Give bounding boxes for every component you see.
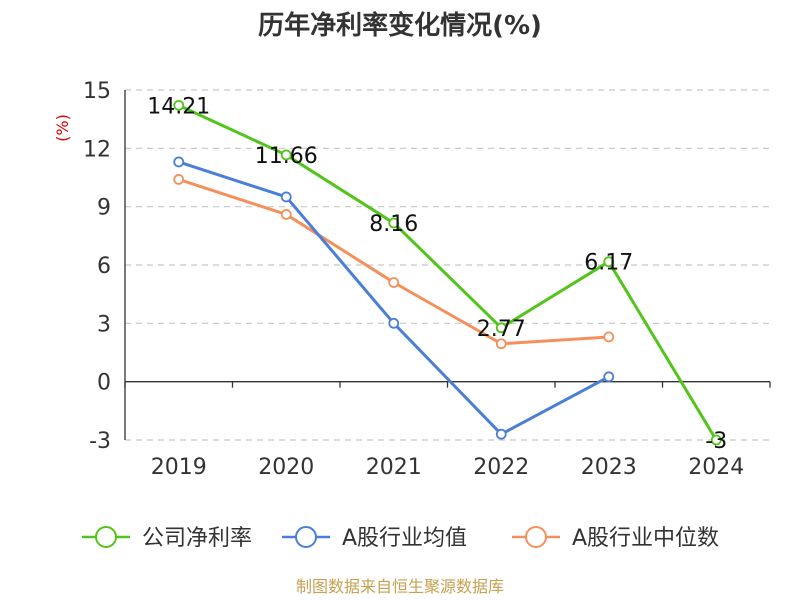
data-point (603, 371, 615, 383)
series-line (178, 103, 718, 441)
x-tick-label: 2021 (366, 455, 422, 480)
y-tick-label: 0 (97, 371, 111, 396)
legend-label: A股行业中位数 (572, 526, 719, 551)
chart-title: 历年净利率变化情况(%) (258, 10, 542, 41)
legend-item: 公司净利率 (82, 526, 252, 551)
data-point (603, 331, 615, 343)
gridlines (125, 89, 770, 441)
data-label: 8.16 (369, 212, 418, 237)
series-layer (173, 99, 722, 446)
data-label: 11.66 (255, 144, 318, 169)
legend-item: A股行业中位数 (512, 526, 719, 551)
series-line (178, 160, 610, 436)
data-source-note: 制图数据来自恒生聚源数据库 (296, 577, 504, 596)
data-point (388, 277, 400, 288)
data-point (173, 99, 185, 111)
x-tick-label: 2024 (688, 455, 744, 480)
data-point (388, 217, 400, 229)
x-tick-label: 2023 (581, 455, 637, 480)
x-tick-label: 2020 (258, 455, 314, 480)
data-label: 6.17 (584, 251, 633, 276)
data-point (495, 338, 507, 350)
data-point (495, 322, 507, 334)
data-point (280, 209, 292, 220)
data-label: -3 (705, 429, 727, 454)
data-point (603, 256, 615, 268)
x-tick-label: 2019 (151, 455, 207, 480)
data-point (173, 156, 185, 168)
axes: 15 12 9 6 3 0 -3 2019 2020 2021 2022 2023 2024 (83, 79, 771, 480)
y-tick-label: 15 (83, 79, 111, 104)
legend-swatch-marker (295, 526, 317, 548)
data-point (173, 174, 185, 185)
data-point (388, 317, 400, 329)
y-axis-unit: (%) (53, 114, 72, 142)
x-tick-label: 2022 (473, 455, 529, 480)
y-tick-label: 6 (97, 254, 111, 279)
legend-label: 公司净利率 (142, 526, 252, 551)
data-label: 14.21 (147, 94, 210, 119)
legend-swatch-marker (95, 526, 117, 548)
y-tick-label: 12 (83, 137, 111, 162)
data-labels: 14.21 11.66 8.16 2.77 6.17 -3 (147, 94, 727, 454)
data-point (280, 149, 292, 161)
y-tick-label: 9 (97, 196, 111, 221)
data-label: 2.77 (477, 317, 526, 342)
legend-label: A股行业均值 (342, 526, 467, 551)
legend: 公司净利率 A股行业均值 A股行业中位数 (82, 526, 719, 551)
data-point (495, 428, 507, 440)
y-tick-label: -3 (89, 429, 111, 454)
data-point (710, 434, 722, 446)
legend-swatch-marker (525, 526, 547, 548)
y-tick-label: 3 (97, 312, 111, 337)
legend-item: A股行业均值 (282, 526, 467, 551)
data-point (280, 191, 292, 203)
